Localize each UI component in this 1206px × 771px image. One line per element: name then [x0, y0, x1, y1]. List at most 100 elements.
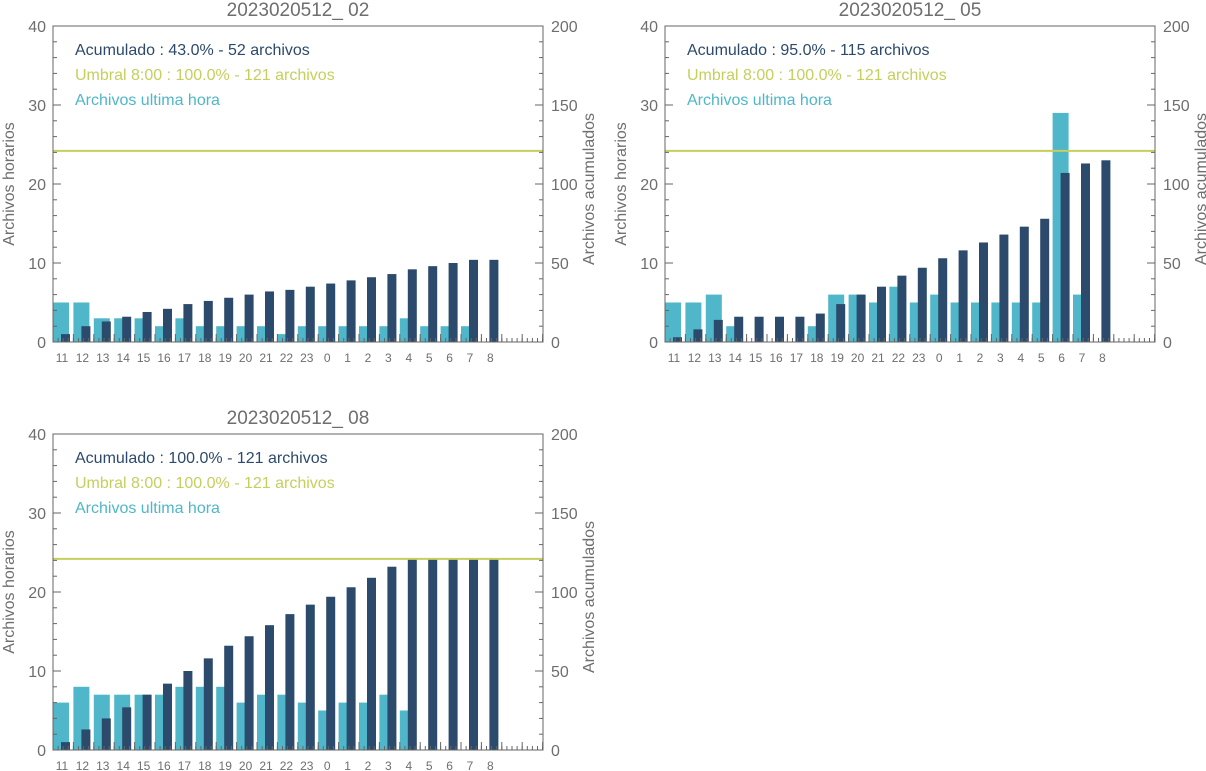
right-tick-label: 200: [551, 427, 578, 444]
x-tick-label: 5: [1038, 351, 1045, 365]
right-tick-label: 200: [1163, 19, 1190, 36]
cumulative-bar: [101, 718, 111, 750]
x-tick-label: 3: [997, 351, 1004, 365]
x-tick-label: 12: [76, 759, 90, 771]
left-tick-label: 0: [37, 743, 46, 760]
cumulative-bar: [469, 558, 478, 750]
cumulative-bar: [244, 294, 254, 342]
right-tick-label: 100: [1163, 177, 1190, 194]
x-tick-label: 11: [56, 759, 69, 771]
x-tick-label: 21: [871, 351, 885, 365]
left-tick-label: 40: [28, 427, 46, 444]
right-tick-label: 150: [1163, 98, 1190, 115]
left-tick-label: 30: [28, 506, 46, 523]
cumulative-bar: [979, 242, 988, 342]
x-tick-label: 5: [426, 351, 433, 365]
x-tick-label: 18: [198, 759, 212, 771]
legend-cumulative: Acumulado : 100.0% - 121 archivos: [75, 450, 328, 467]
cumulative-bar: [61, 742, 70, 750]
cumulative-bar: [754, 316, 764, 342]
x-tick-label: 6: [446, 351, 453, 365]
right-tick-label: 150: [551, 98, 578, 115]
x-tick-label: 0: [936, 351, 943, 365]
x-tick-label: 12: [688, 351, 702, 365]
left-tick-label: 30: [28, 98, 46, 115]
x-tick-label: 18: [198, 351, 212, 365]
hourly-bar: [53, 302, 69, 342]
cumulative-bar: [815, 313, 825, 342]
x-tick-label: 13: [96, 759, 110, 771]
x-tick-label: 4: [405, 759, 412, 771]
left-tick-label: 20: [640, 177, 658, 194]
x-tick-label: 23: [300, 759, 314, 771]
right-tick-label: 50: [551, 256, 569, 273]
x-tick-label: 17: [790, 351, 804, 365]
legend-cumulative: Acumulado : 95.0% - 115 archivos: [687, 42, 930, 59]
x-tick-label: 17: [178, 351, 192, 365]
right-axis-label: Archivos acumulados: [581, 521, 598, 673]
cumulative-bar: [163, 308, 172, 342]
x-tick-label: 8: [1099, 351, 1106, 365]
cumulative-bar: [203, 658, 213, 750]
cumulative-bar: [122, 707, 132, 750]
chart-title: 2023020512_ 08: [227, 408, 370, 429]
cumulative-bar: [81, 326, 91, 342]
legend-threshold: Umbral 8:00 : 100.0% - 121 archivos: [75, 67, 335, 84]
x-tick-label: 15: [749, 351, 763, 365]
hourly-bar: [53, 702, 69, 750]
x-tick-label: 11: [56, 351, 69, 365]
legend-hourly: Archivos ultima hora: [75, 500, 220, 517]
right-tick-label: 50: [1163, 256, 1181, 273]
x-tick-label: 7: [467, 759, 474, 771]
legend-cumulative: Acumulado : 43.0% - 52 archivos: [75, 42, 310, 59]
left-tick-label: 20: [28, 585, 46, 602]
x-tick-label: 19: [219, 759, 233, 771]
x-tick-label: 21: [259, 351, 273, 365]
cumulative-bar: [183, 671, 193, 750]
legend-threshold: Umbral 8:00 : 100.0% - 121 archivos: [687, 67, 947, 84]
right-tick-label: 50: [551, 664, 569, 681]
cumulative-bar: [917, 267, 927, 342]
cumulative-bar: [999, 234, 1009, 342]
x-tick-label: 7: [1079, 351, 1086, 365]
legend-threshold: Umbral 8:00 : 100.0% - 121 archivos: [75, 475, 335, 492]
cumulative-bar: [244, 636, 254, 750]
right-tick-label: 0: [551, 335, 560, 352]
legend-hourly: Archivos ultima hora: [75, 92, 220, 109]
x-tick-label: 18: [810, 351, 824, 365]
x-tick-label: 19: [219, 351, 233, 365]
cumulative-bar: [326, 596, 336, 750]
cumulative-bar: [897, 275, 907, 342]
x-tick-label: 17: [178, 759, 192, 771]
x-tick-label: 14: [729, 351, 743, 365]
cumulative-bar: [367, 277, 376, 342]
right-axis-label: Archivos acumulados: [581, 113, 598, 265]
x-tick-label: 21: [259, 759, 273, 771]
right-tick-label: 0: [1163, 335, 1172, 352]
x-tick-label: 16: [157, 759, 171, 771]
cumulative-bar: [81, 729, 91, 750]
x-tick-label: 8: [487, 759, 494, 771]
cumulative-bar: [142, 311, 152, 342]
x-tick-label: 6: [1058, 351, 1065, 365]
left-tick-label: 20: [28, 177, 46, 194]
legend-hourly: Archivos ultima hora: [687, 92, 832, 109]
x-tick-label: 16: [157, 351, 171, 365]
x-tick-label: 2: [977, 351, 984, 365]
x-tick-label: 3: [385, 351, 392, 365]
cumulative-bar: [673, 337, 682, 342]
cumulative-bar: [285, 289, 295, 342]
left-axis-label: Archivos horarios: [1, 122, 18, 246]
x-tick-label: 4: [405, 351, 412, 365]
cumulative-bar: [448, 558, 458, 750]
cumulative-bar: [795, 316, 805, 342]
x-tick-label: 0: [324, 759, 331, 771]
cumulative-bar: [285, 614, 295, 750]
x-tick-label: 23: [300, 351, 314, 365]
x-tick-label: 13: [96, 351, 110, 365]
cumulative-bar: [1019, 226, 1029, 342]
x-tick-label: 7: [467, 351, 474, 365]
cumulative-bar: [61, 334, 70, 342]
